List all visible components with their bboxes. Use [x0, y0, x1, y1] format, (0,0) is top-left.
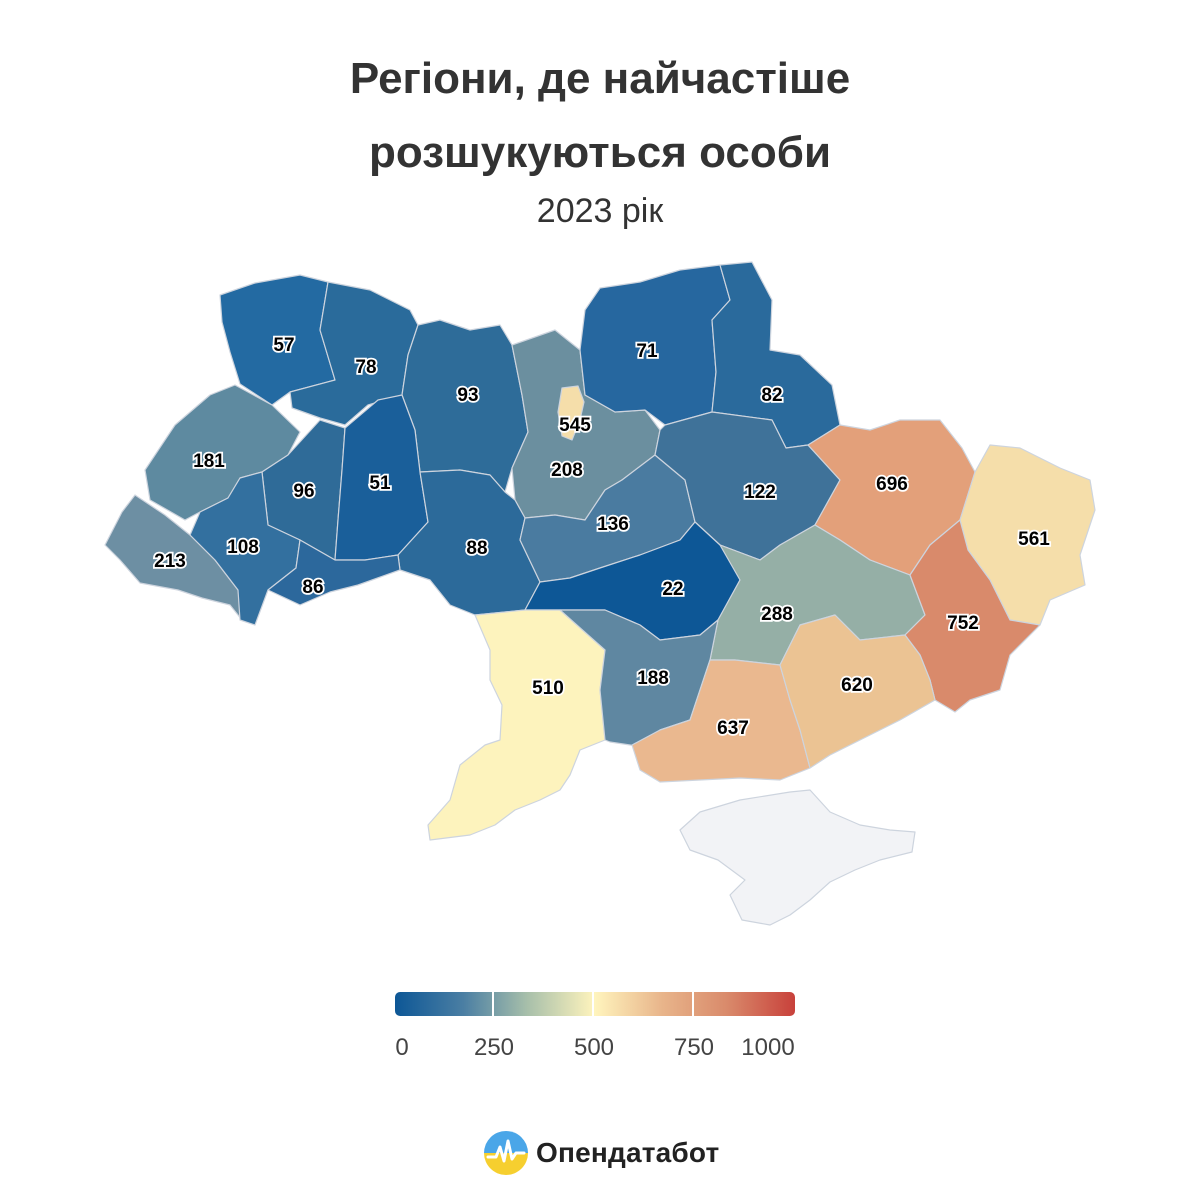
region-label-mykolaiv: 188: [637, 668, 669, 689]
region-label-ivano-frankivsk: 108: [227, 537, 259, 558]
map-subtitle: 2023 рік: [536, 192, 664, 230]
region-label-rivne: 78: [355, 357, 376, 378]
region-label-kharkiv: 696: [876, 474, 908, 495]
color-legend: [395, 992, 795, 1016]
legend-tick-0: 0: [395, 1034, 409, 1061]
region-label-luhansk: 561: [1018, 529, 1050, 550]
region-label-chernihiv: 71: [636, 341, 658, 362]
legend-tick-1000: 1000: [741, 1034, 795, 1061]
region-zaporizhzhia: [779, 614, 936, 769]
legend-divider: [492, 992, 494, 1016]
labels-layer: 57 78 93 208 71 82 181 96 51 88 136 122 696 561 213 108…: [152, 333, 1052, 741]
region-crimea: [679, 789, 916, 926]
region-label-kherson: 637: [717, 718, 749, 739]
region-rivne: [289, 281, 419, 426]
brand-logo-icon: [484, 1131, 528, 1175]
title-line-1: Регіони, де найчастіше: [349, 54, 851, 103]
region-kyiv-city: [557, 385, 585, 441]
region-odesa: [427, 609, 606, 841]
region-chernivtsi: [267, 539, 401, 606]
map-title: Регіони, де найчастіше розшукуються особ…: [0, 42, 1200, 190]
region-label-chernivtsi: 86: [302, 577, 323, 598]
region-label-zhytomyr: 93: [457, 385, 478, 406]
brand-logo: Опендатабот: [484, 1130, 719, 1176]
legend-tick-750: 750: [673, 1034, 715, 1061]
region-label-poltava: 122: [744, 482, 776, 503]
brand-name: Опендатабот: [536, 1137, 720, 1168]
region-label-ternopil: 96: [293, 481, 314, 502]
region-label-cherkasy: 136: [597, 514, 629, 535]
region-label-kyiv-oblast: 208: [551, 460, 583, 481]
legend-divider: [592, 992, 594, 1016]
legend-tick-500: 500: [573, 1034, 615, 1061]
region-label-khmelnytskyi: 51: [369, 473, 391, 494]
region-zhytomyr: [401, 319, 529, 493]
legend-gradient-bar: [395, 992, 795, 1016]
legend-tick-250: 250: [473, 1034, 515, 1061]
region-label-volyn: 57: [273, 335, 294, 356]
regions-layer: [104, 261, 1096, 926]
title-line-2: розшукуються особи: [369, 128, 831, 177]
region-label-kyiv-city: 545: [559, 415, 591, 436]
region-label-lviv: 181: [193, 451, 225, 472]
region-label-donetsk: 752: [947, 613, 979, 634]
region-label-zaporizhzhia: 620: [841, 675, 873, 696]
region-label-kirovohrad: 22: [662, 579, 683, 600]
region-label-odesa: 510: [532, 678, 564, 699]
region-label-zakarpattia: 213: [154, 551, 186, 572]
region-label-sumy: 82: [761, 385, 782, 406]
legend-divider: [692, 992, 694, 1016]
region-label-vinnytsia: 88: [466, 538, 487, 559]
region-label-dnipropetrovsk: 288: [761, 604, 793, 625]
